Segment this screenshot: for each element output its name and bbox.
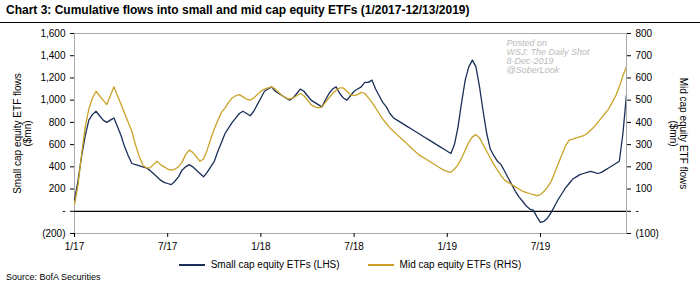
svg-text:200: 200 xyxy=(636,161,653,172)
svg-text:(100): (100) xyxy=(636,228,659,239)
svg-text:-: - xyxy=(62,205,65,216)
svg-text:1/17: 1/17 xyxy=(65,241,85,252)
svg-text:800: 800 xyxy=(49,117,66,128)
svg-text:7/19: 7/19 xyxy=(531,241,551,252)
svg-text:1,600: 1,600 xyxy=(40,28,65,39)
svg-text:Mid cap equity ETF flows($mn): Mid cap equity ETF flows($mn) xyxy=(668,78,689,190)
svg-text:200: 200 xyxy=(49,183,66,194)
svg-text:300: 300 xyxy=(636,139,653,150)
svg-text:600: 600 xyxy=(49,139,66,150)
html-text:Source: BofA Securities: Source: BofA Securities xyxy=(6,272,101,282)
svg-text:Posted onWSJ: The Daily Shot8-: Posted onWSJ: The Daily Shot8-Dec-2019@S… xyxy=(507,38,591,75)
svg-text:500: 500 xyxy=(636,94,653,105)
html-text:Chart 3: Cumulative flows into: Chart 3: Cumulative flows into small and… xyxy=(6,3,470,17)
svg-text:800: 800 xyxy=(636,28,653,39)
svg-text:(200): (200) xyxy=(42,228,65,239)
svg-text:100: 100 xyxy=(636,183,653,194)
svg-text:600: 600 xyxy=(636,72,653,83)
svg-text:7/18: 7/18 xyxy=(344,241,364,252)
svg-text:1,200: 1,200 xyxy=(40,72,65,83)
html-text:Small cap equity ETFs (LHS): Small cap equity ETFs (LHS) xyxy=(210,259,340,270)
svg-text:400: 400 xyxy=(636,117,653,128)
svg-text:1/19: 1/19 xyxy=(438,241,458,252)
svg-text:Small cap equity ETF flows($mn: Small cap equity ETF flows($mn) xyxy=(12,73,33,194)
html-text:Mid cap equity ETFs (RHS): Mid cap equity ETFs (RHS) xyxy=(399,259,522,270)
svg-text:1,000: 1,000 xyxy=(40,94,65,105)
svg-text:400: 400 xyxy=(49,161,66,172)
svg-text:700: 700 xyxy=(636,50,653,61)
svg-text:1/18: 1/18 xyxy=(251,241,271,252)
svg-text:-: - xyxy=(636,205,639,216)
svg-text:1,400: 1,400 xyxy=(40,50,65,61)
svg-text:7/17: 7/17 xyxy=(158,241,178,252)
